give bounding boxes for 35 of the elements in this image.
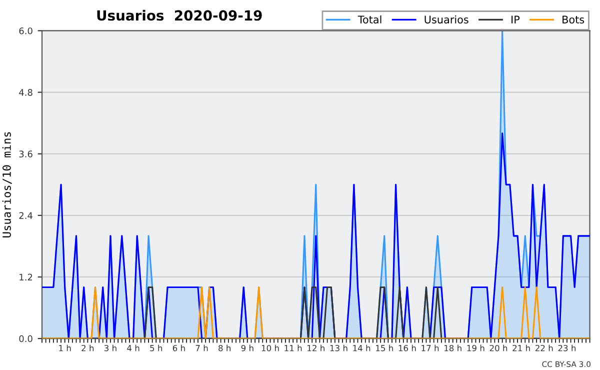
x-tick-label: 12 h <box>308 344 324 352</box>
x-tick-label: 19 h <box>467 344 484 352</box>
x-tick-label: 15 h <box>376 344 393 352</box>
x-tick-label: 17 h <box>422 344 439 352</box>
y-tick-label: 1.2 <box>20 274 32 280</box>
x-tick-label: 14 h <box>353 344 370 352</box>
x-tick-label: 6 h <box>172 344 185 352</box>
x-tick-label: 4 h <box>127 344 140 352</box>
x-tick-label: 22 h <box>535 344 553 352</box>
x-tick-label: 7 h <box>196 344 208 352</box>
y-tick-label: 6.0 <box>19 27 32 34</box>
x-tick-label: 18 h <box>444 344 462 352</box>
chart-title: Usuarios 2020-09-19 <box>97 10 262 21</box>
x-tick-label: 16 h <box>398 344 416 352</box>
x-tick-label: 5 h <box>150 344 162 352</box>
legend-label: Bots <box>562 16 584 24</box>
x-tick-label: 13 h <box>330 344 348 352</box>
legend-label: IP <box>512 16 520 24</box>
legend-label: Usuarios <box>424 15 468 24</box>
x-tick-label: 10 h <box>262 344 279 352</box>
x-tick-label: 1 h <box>59 344 71 352</box>
legend-label: Total <box>358 15 382 24</box>
x-tick-label: 11 h <box>284 344 302 352</box>
y-axis-title: Usuarios/10 mins <box>2 132 12 238</box>
x-tick-label: 20 h <box>490 344 508 352</box>
x-tick-label: 23 h <box>558 344 576 352</box>
x-tick-label: 3 h <box>104 344 116 352</box>
x-tick-label: 8 h <box>218 344 231 352</box>
x-tick-label: 9 h <box>241 344 254 352</box>
y-tick-label: 4.8 <box>19 89 32 96</box>
y-tick-label: 0.0 <box>19 335 32 342</box>
x-tick-label: 21 h <box>512 344 530 352</box>
x-tick-label: 2 h <box>82 344 94 352</box>
y-tick-label: 3.6 <box>19 150 32 158</box>
y-tick-label: 2.4 <box>19 212 32 219</box>
